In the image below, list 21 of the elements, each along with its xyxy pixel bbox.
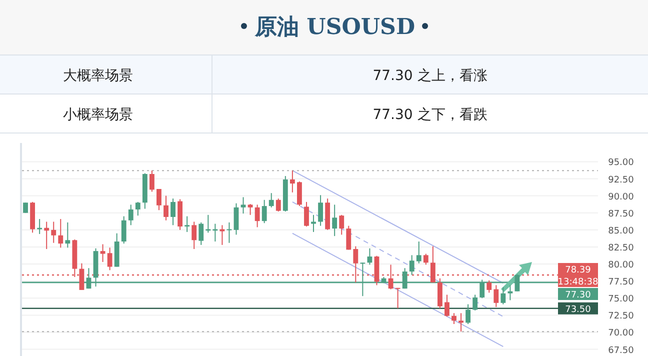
text: 77.30 之上，看涨 <box>372 68 488 84</box>
y-tick-label: 67.50 <box>608 346 634 356</box>
ref-line-label: 73.50 <box>565 304 592 315</box>
ref-line-label: 78.39 <box>565 266 592 276</box>
y-tick-label: 77.50 <box>608 278 634 288</box>
text: 大概率场景 <box>63 68 133 84</box>
y-tick-label: 95.00 <box>608 158 634 168</box>
annotation: 13:48:38 <box>558 278 598 288</box>
y-tick-label: 90.00 <box>608 192 634 202</box>
y-tick-label: 85.00 <box>608 226 634 236</box>
text: 原油 USOUSD <box>254 14 416 40</box>
y-tick-label: 82.50 <box>608 243 634 254</box>
y-tick-label: 87.50 <box>608 209 634 220</box>
y-tick-label: 70.00 <box>608 328 634 339</box>
y-tick-label: 75.00 <box>608 294 634 305</box>
ref-line-label: 77.30 <box>565 290 592 301</box>
text: 77.30 之下，看跌 <box>372 107 488 123</box>
text: 小概率场景 <box>63 107 133 123</box>
y-tick-label: 80.00 <box>608 260 634 271</box>
y-tick-label: 92.50 <box>608 175 634 186</box>
y-tick-label: 72.50 <box>608 312 634 322</box>
